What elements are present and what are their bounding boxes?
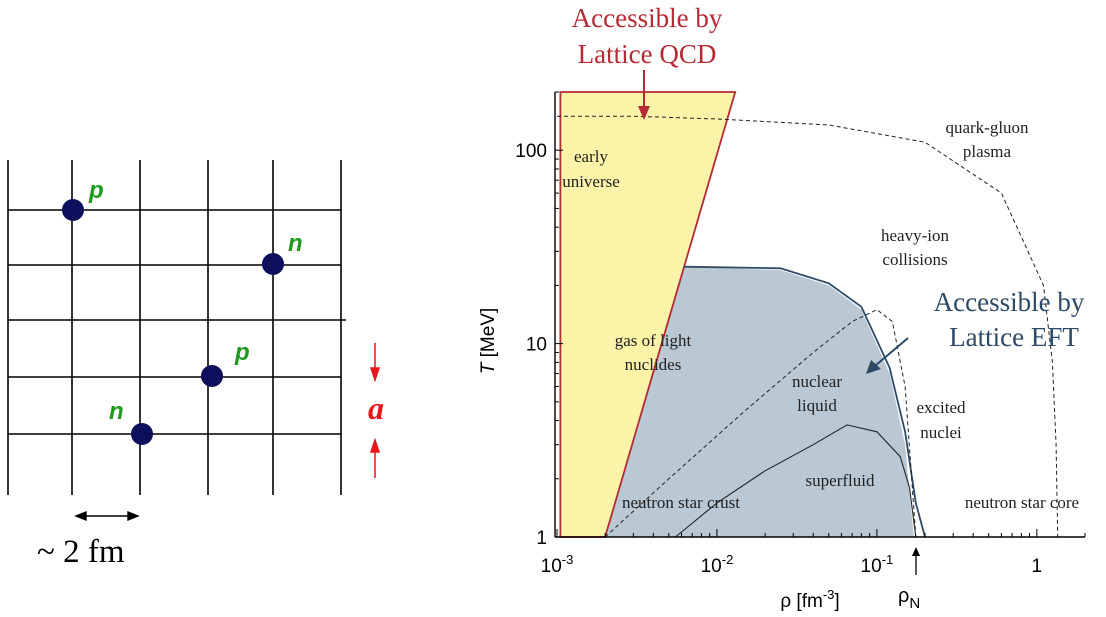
nucleon-dot	[201, 365, 223, 387]
fm-arrow-right-head	[127, 510, 140, 522]
arrow-head	[866, 360, 881, 374]
x-tick-base: 10	[861, 556, 882, 577]
y-tick-label: 1	[536, 528, 547, 549]
nucleon-label: n	[288, 230, 303, 257]
y-axis-label-symbol: T	[478, 361, 499, 374]
lattice-qcd-arrow	[638, 70, 650, 120]
boundary-curves	[557, 115, 1059, 538]
arrow-shaft	[875, 337, 909, 366]
lattice-grid	[7, 160, 346, 495]
y-tick-label: 100	[515, 141, 547, 162]
lattice-eft-label-line1: Accessible by	[934, 287, 1085, 317]
arrow-up-head	[369, 437, 381, 453]
region-excited-nuclei-line2: nuclei	[920, 423, 962, 442]
y-axis-label-unit: [MeV]	[478, 308, 499, 363]
nucleon-label: p	[234, 339, 250, 366]
x-axis-label-exponent: -3	[823, 587, 835, 602]
nucleon-dot	[62, 199, 84, 221]
arrow-head	[638, 106, 650, 120]
region-gas-line2: nuclides	[625, 355, 682, 374]
region-early-universe-line1: early	[574, 147, 608, 166]
nucleon-dot	[131, 423, 153, 445]
y-axis-label: T [MeV]	[478, 308, 499, 375]
x-tick-exponent: -3	[562, 552, 574, 567]
x-tick-base: 1	[1032, 556, 1043, 577]
rho-n-symbol: ρ	[898, 585, 909, 607]
x-tick-label: 10-1	[861, 552, 894, 577]
nucleon-label: p	[88, 177, 104, 204]
region-nuclear-liquid-line1: nuclear	[792, 372, 842, 391]
x-tick-base: 10	[701, 556, 722, 577]
region-heavy-ion-line1: heavy-ion	[881, 226, 949, 245]
region-excited-nuclei-line1: excited	[916, 398, 966, 417]
lattice-spacing-a: a	[368, 390, 384, 426]
x-tick-exponent: -2	[722, 552, 734, 567]
nucleon-n-1: n	[262, 230, 303, 275]
x-tick-base: 10	[541, 556, 562, 577]
x-tick-label: 10-2	[701, 552, 734, 577]
x-axis-label: ρ [fm-3]	[780, 587, 839, 612]
rho-n-arrow-head	[912, 547, 920, 556]
spacing-arrows	[369, 343, 381, 478]
nucleon-p-2: p	[201, 339, 250, 387]
x-tick-label: 1	[1032, 556, 1043, 577]
region-heavy-ion-line2: collisions	[882, 250, 947, 269]
x-tick-exponent: -1	[882, 552, 894, 567]
y-tick-label: 10	[526, 335, 547, 356]
region-neutron-star-crust: neutron star crust	[622, 493, 740, 512]
region-gas-line1: gas of light	[615, 331, 692, 350]
lattice-eft-arrow	[866, 337, 909, 374]
qgp-boundary-curve	[557, 115, 1059, 538]
fm-arrow	[74, 510, 140, 522]
region-qgp-line2: plasma	[963, 142, 1012, 161]
rho-n-marker: ρN	[898, 547, 920, 612]
rho-n-label: ρN	[898, 585, 920, 612]
region-superfluid: superfluid	[806, 471, 875, 490]
fm-scale-label: ~ 2 fm	[37, 534, 125, 570]
region-qgp-line1: quark-gluon	[945, 118, 1029, 137]
x-tick-label: 10-3	[541, 552, 574, 577]
rho-n-subscript: N	[909, 595, 920, 612]
regions	[559, 91, 914, 538]
nucleon-p-1: p	[62, 177, 104, 221]
lattice-eft-label-line2: Lattice EFT	[949, 322, 1079, 352]
x-axis-label-main: ρ [fm	[780, 591, 822, 612]
nucleon-dot	[262, 253, 284, 275]
superfluid-boundary-curve	[675, 424, 917, 538]
lattice-eft-boundary	[683, 265, 926, 538]
fm-arrow-left-head	[74, 510, 87, 522]
region-neutron-star-core: neutron star core	[965, 493, 1079, 512]
region-early-universe-line2: universe	[562, 172, 620, 191]
arrow-down-head	[369, 367, 381, 383]
region-nuclear-liquid-line2: liquid	[797, 396, 837, 415]
nucleon-n-2: n	[109, 398, 153, 445]
nucleon-label: n	[109, 398, 124, 425]
lattice-qcd-label-line2: Lattice QCD	[578, 39, 717, 69]
x-axis-label-close: ]	[834, 591, 839, 612]
lattice-qcd-label-line1: Accessible by	[572, 3, 723, 33]
lattice-panel: p n p n a ~ 2 fm	[7, 160, 384, 570]
